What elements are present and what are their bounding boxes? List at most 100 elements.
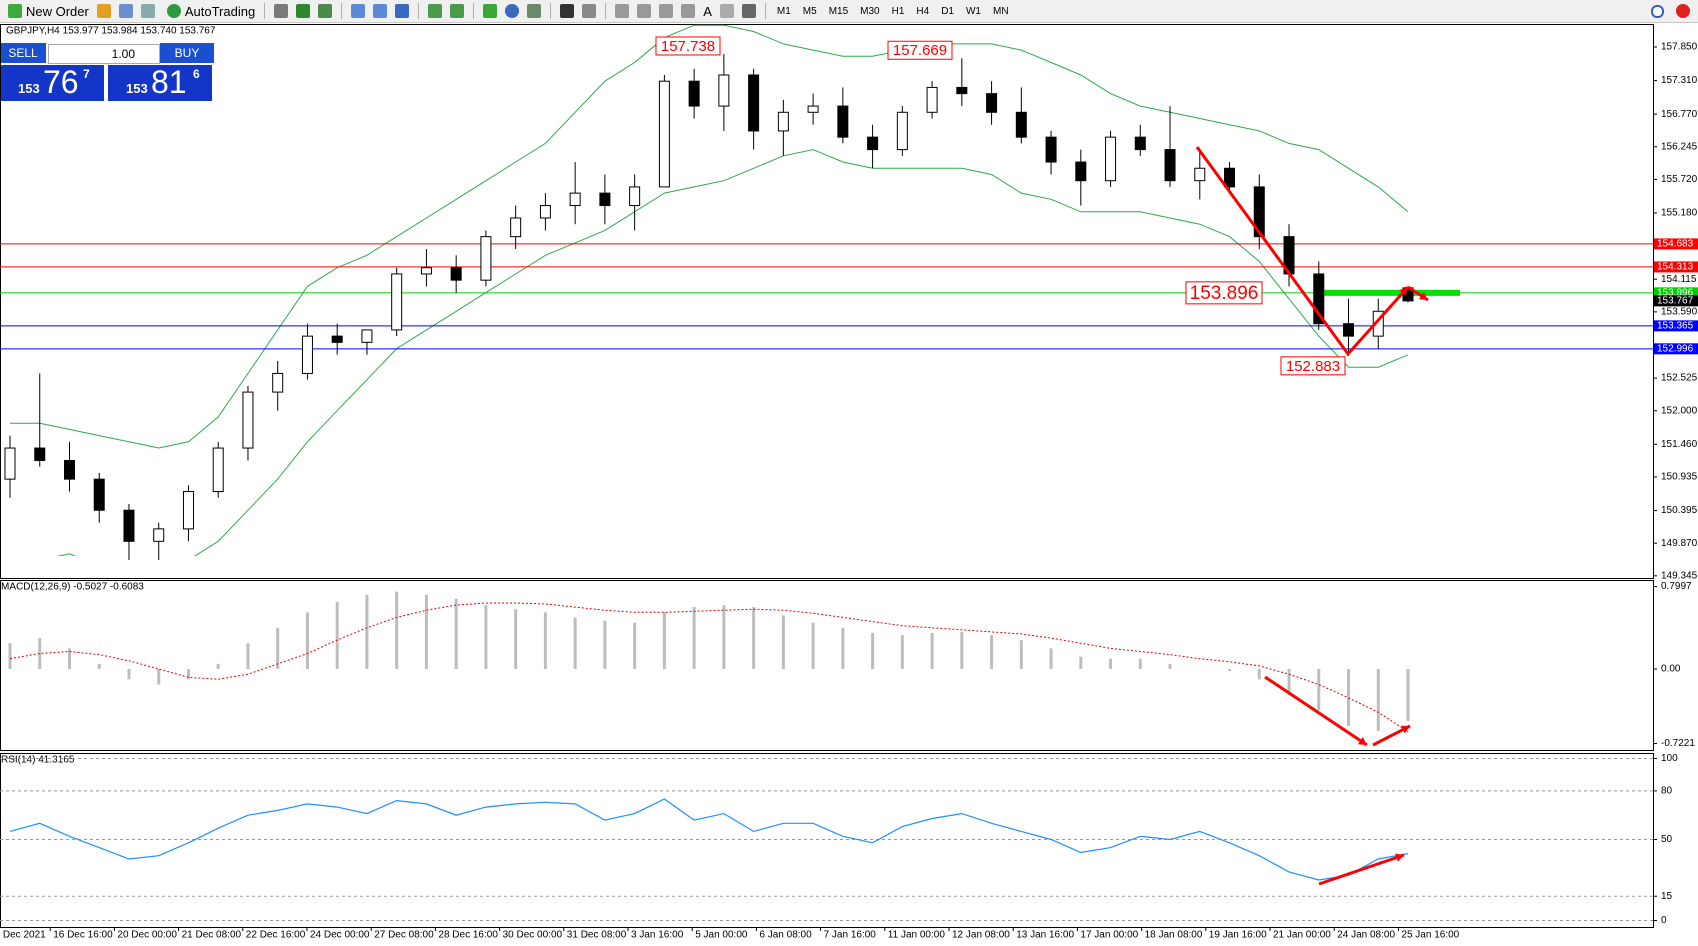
y-tick-label: 155.720	[1661, 174, 1698, 185]
icon[interactable]	[140, 4, 155, 18]
candle-body	[123, 509, 135, 542]
icon[interactable]	[483, 4, 498, 18]
search-icon[interactable]	[1651, 4, 1664, 18]
timeframe-button[interactable]: MN	[992, 5, 1009, 17]
bid-price[interactable]: 153 76 7	[0, 64, 104, 101]
separator	[605, 3, 607, 19]
level-label: 154.683	[1657, 239, 1694, 250]
label: AutoTrading	[184, 3, 256, 19]
candle-body	[361, 329, 373, 343]
icon[interactable]	[741, 4, 756, 18]
price-pips: 81	[151, 64, 187, 100]
x-tick-label: 27 Dec 08:00	[374, 930, 434, 941]
lot-input[interactable]: 1.00	[48, 44, 160, 64]
candle-body	[1075, 161, 1087, 182]
x-tick-label: 11 Jan 00:00	[888, 930, 946, 941]
annotation: 153.896	[1190, 283, 1259, 304]
autotrading-button[interactable]: AutoTrading	[159, 1, 259, 21]
icon[interactable]	[274, 4, 289, 18]
new-order-button[interactable]: New Order	[0, 1, 93, 21]
icon[interactable]	[719, 4, 734, 18]
icon[interactable]	[505, 4, 520, 18]
icon[interactable]	[428, 4, 443, 18]
x-tick-label: 5 Jan 00:00	[695, 930, 748, 941]
icon[interactable]	[395, 4, 410, 18]
level-label: 153.365	[1657, 321, 1694, 332]
separator	[418, 3, 420, 19]
level-highlight	[1316, 289, 1460, 296]
candle-body	[63, 459, 75, 480]
current-price-box	[1654, 295, 1698, 307]
candle-body	[569, 192, 581, 207]
price-pips: 76	[43, 64, 79, 100]
icon[interactable]	[637, 4, 652, 18]
icon[interactable]	[615, 4, 630, 18]
candle-body	[1015, 111, 1027, 138]
candle-body	[1105, 136, 1117, 182]
lots: 1.00	[111, 47, 135, 61]
icon[interactable]	[351, 4, 366, 18]
candle-body	[391, 273, 403, 331]
icon[interactable]	[373, 4, 388, 18]
icon[interactable]	[582, 4, 597, 18]
candle-body	[956, 86, 968, 95]
candle-body	[1343, 323, 1355, 337]
y-tick-label: 151.460	[1661, 439, 1698, 450]
candle-body	[331, 335, 343, 343]
candle-body	[34, 447, 46, 461]
icon[interactable]	[118, 4, 133, 18]
timeframe-button[interactable]: M15	[828, 5, 849, 17]
panel-frame	[0, 24, 1654, 579]
y-tick-label: 157.310	[1661, 75, 1698, 86]
price-fraction: 6	[193, 67, 200, 81]
x-tick-label: 17 Jan 00:00	[1080, 930, 1138, 941]
y-tick-label: 149.345	[1661, 570, 1698, 581]
icon[interactable]	[659, 4, 674, 18]
text-tool[interactable]: A	[703, 3, 712, 19]
candle-body	[539, 205, 551, 219]
icon[interactable]	[318, 4, 333, 18]
candle-body	[807, 105, 819, 113]
timeframe-button[interactable]: H4	[916, 5, 930, 17]
y-tick-label: 0	[1661, 915, 1667, 926]
x-tick-label: 15 Dec 2021	[0, 930, 46, 941]
candle-body	[182, 491, 194, 530]
timeframe-button[interactable]: W1	[965, 5, 981, 17]
separator	[341, 3, 343, 19]
timeframe-button[interactable]: M5	[802, 5, 817, 17]
candle-body	[1134, 136, 1146, 151]
icon[interactable]	[527, 4, 542, 18]
alert-icon[interactable]	[1676, 4, 1690, 18]
icon[interactable]	[560, 4, 575, 18]
x-tick-label: 19 Jan 16:00	[1209, 930, 1267, 941]
y-tick-label: 153.590	[1661, 307, 1698, 318]
sell-button[interactable]: SELL	[0, 43, 46, 63]
price-big: 153	[18, 81, 40, 96]
timeframe-button[interactable]: M1	[776, 5, 791, 17]
y-tick-label: 150.395	[1661, 505, 1698, 516]
icon[interactable]	[296, 4, 311, 18]
panel-frame	[0, 753, 1654, 928]
timeframe-button[interactable]: D1	[941, 5, 954, 17]
buy-button[interactable]: BUY	[160, 43, 214, 63]
arrow-head	[1401, 725, 1410, 734]
x-tick-label: 30 Dec 00:00	[503, 930, 563, 941]
timeframe-button[interactable]: M30	[860, 5, 880, 17]
candle-body	[301, 335, 313, 374]
icon[interactable]	[450, 4, 465, 18]
annotation: 157.738	[661, 38, 715, 55]
candle-body	[420, 267, 432, 275]
timeframe-button[interactable]: H1	[891, 5, 905, 17]
icon[interactable]	[681, 4, 696, 18]
candle-body	[986, 93, 998, 113]
icon[interactable]	[96, 4, 111, 18]
arrow-head	[1395, 853, 1404, 862]
arrow-head	[1419, 292, 1428, 300]
y-tick-label: 0.00	[1661, 664, 1681, 675]
y-tick-label: 154.115	[1661, 274, 1697, 285]
x-tick-label: 7 Jan 16:00	[824, 930, 877, 941]
candle-body	[212, 447, 224, 493]
ask-price[interactable]: 153 81 6	[108, 64, 212, 101]
x-tick-label: 24 Jan 08:00	[1337, 930, 1395, 941]
candle-body	[867, 136, 879, 151]
